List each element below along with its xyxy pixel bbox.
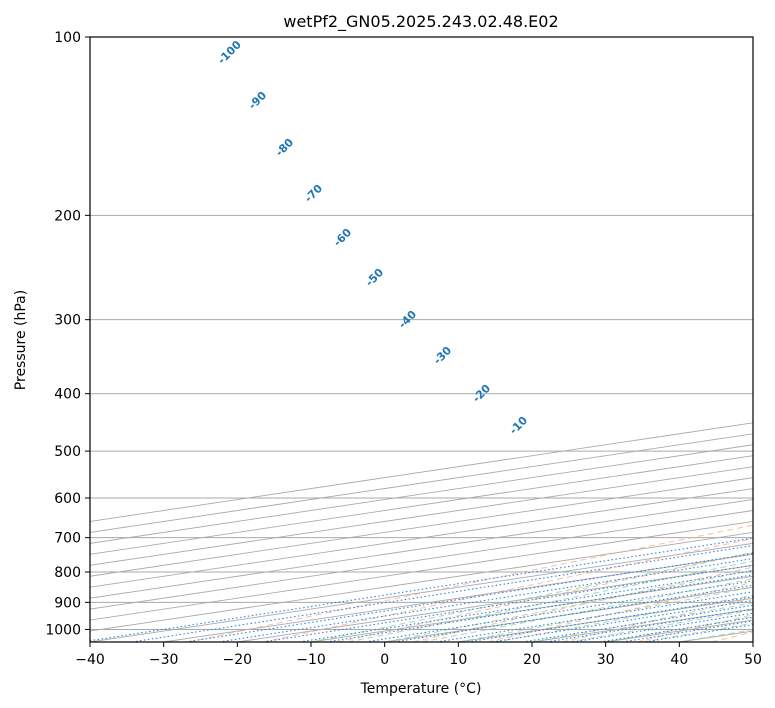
x-tick-label: 40 xyxy=(670,652,688,668)
y-tick-label: 500 xyxy=(54,444,81,460)
y-tick-label: 600 xyxy=(54,491,81,507)
mixing-ratio-line xyxy=(131,545,753,642)
x-tick-label: 10 xyxy=(449,652,467,668)
dry-adiabat-line xyxy=(263,538,753,642)
mixing-ratio-line xyxy=(546,608,753,642)
mixing-ratio-line xyxy=(185,553,753,642)
isotherm-line xyxy=(90,499,753,599)
isotherm-line xyxy=(90,520,753,621)
y-axis-label: Pressure (hPa) xyxy=(13,290,29,390)
dry-adiabat-line xyxy=(188,524,753,642)
mixing-ratio-line xyxy=(572,612,753,642)
dry-adiabat-line xyxy=(487,581,753,642)
plot-frame xyxy=(89,36,754,643)
x-tick-label: −10 xyxy=(296,652,326,668)
mixing-ratio-line xyxy=(599,616,753,642)
x-tick-label: 0 xyxy=(380,652,389,668)
x-tick-label: −30 xyxy=(149,652,179,668)
axes: −40 −30 −20 −10 0 10 20 30 40 50 100 200 300 400 500 60… xyxy=(45,30,762,668)
mixing-ratio-line xyxy=(492,600,753,642)
y-tick-label: 900 xyxy=(54,595,81,611)
x-tick-label: −40 xyxy=(75,652,105,668)
x-tick-label: 30 xyxy=(597,652,615,668)
isotherm-line xyxy=(90,477,753,577)
chart-title: wetPf2_GN05.2025.243.02.48.E02 xyxy=(283,12,558,32)
y-tick-label: 1000 xyxy=(45,622,81,638)
isotherm-line xyxy=(90,444,753,544)
mixing-ratio-line xyxy=(522,604,753,642)
isotherm-line xyxy=(90,510,753,610)
y-tick-label: 300 xyxy=(54,313,81,329)
x-tick-label: −20 xyxy=(223,652,253,668)
x-tick-label: 20 xyxy=(523,652,541,668)
background-grid xyxy=(90,37,753,642)
isotherm-line xyxy=(752,641,753,642)
y-tick-label: 800 xyxy=(54,565,81,581)
y-tick-label: 700 xyxy=(54,531,81,547)
x-axis-label: Temperature (°C) xyxy=(360,681,482,697)
isotherm-line xyxy=(90,531,753,632)
y-tick-label: 200 xyxy=(54,208,81,224)
y-tick-label: 400 xyxy=(54,387,81,403)
isotherm-line xyxy=(90,455,753,555)
plot-area xyxy=(90,37,753,642)
isotherm-line xyxy=(90,466,753,566)
isotherm-line xyxy=(90,488,753,588)
mixing-ratio-line xyxy=(218,558,753,642)
y-tick-label: 100 xyxy=(54,30,81,46)
x-tick-label: 50 xyxy=(744,652,762,668)
mixing-ratio-line xyxy=(90,537,753,642)
moist-adiabat-line xyxy=(458,586,753,642)
